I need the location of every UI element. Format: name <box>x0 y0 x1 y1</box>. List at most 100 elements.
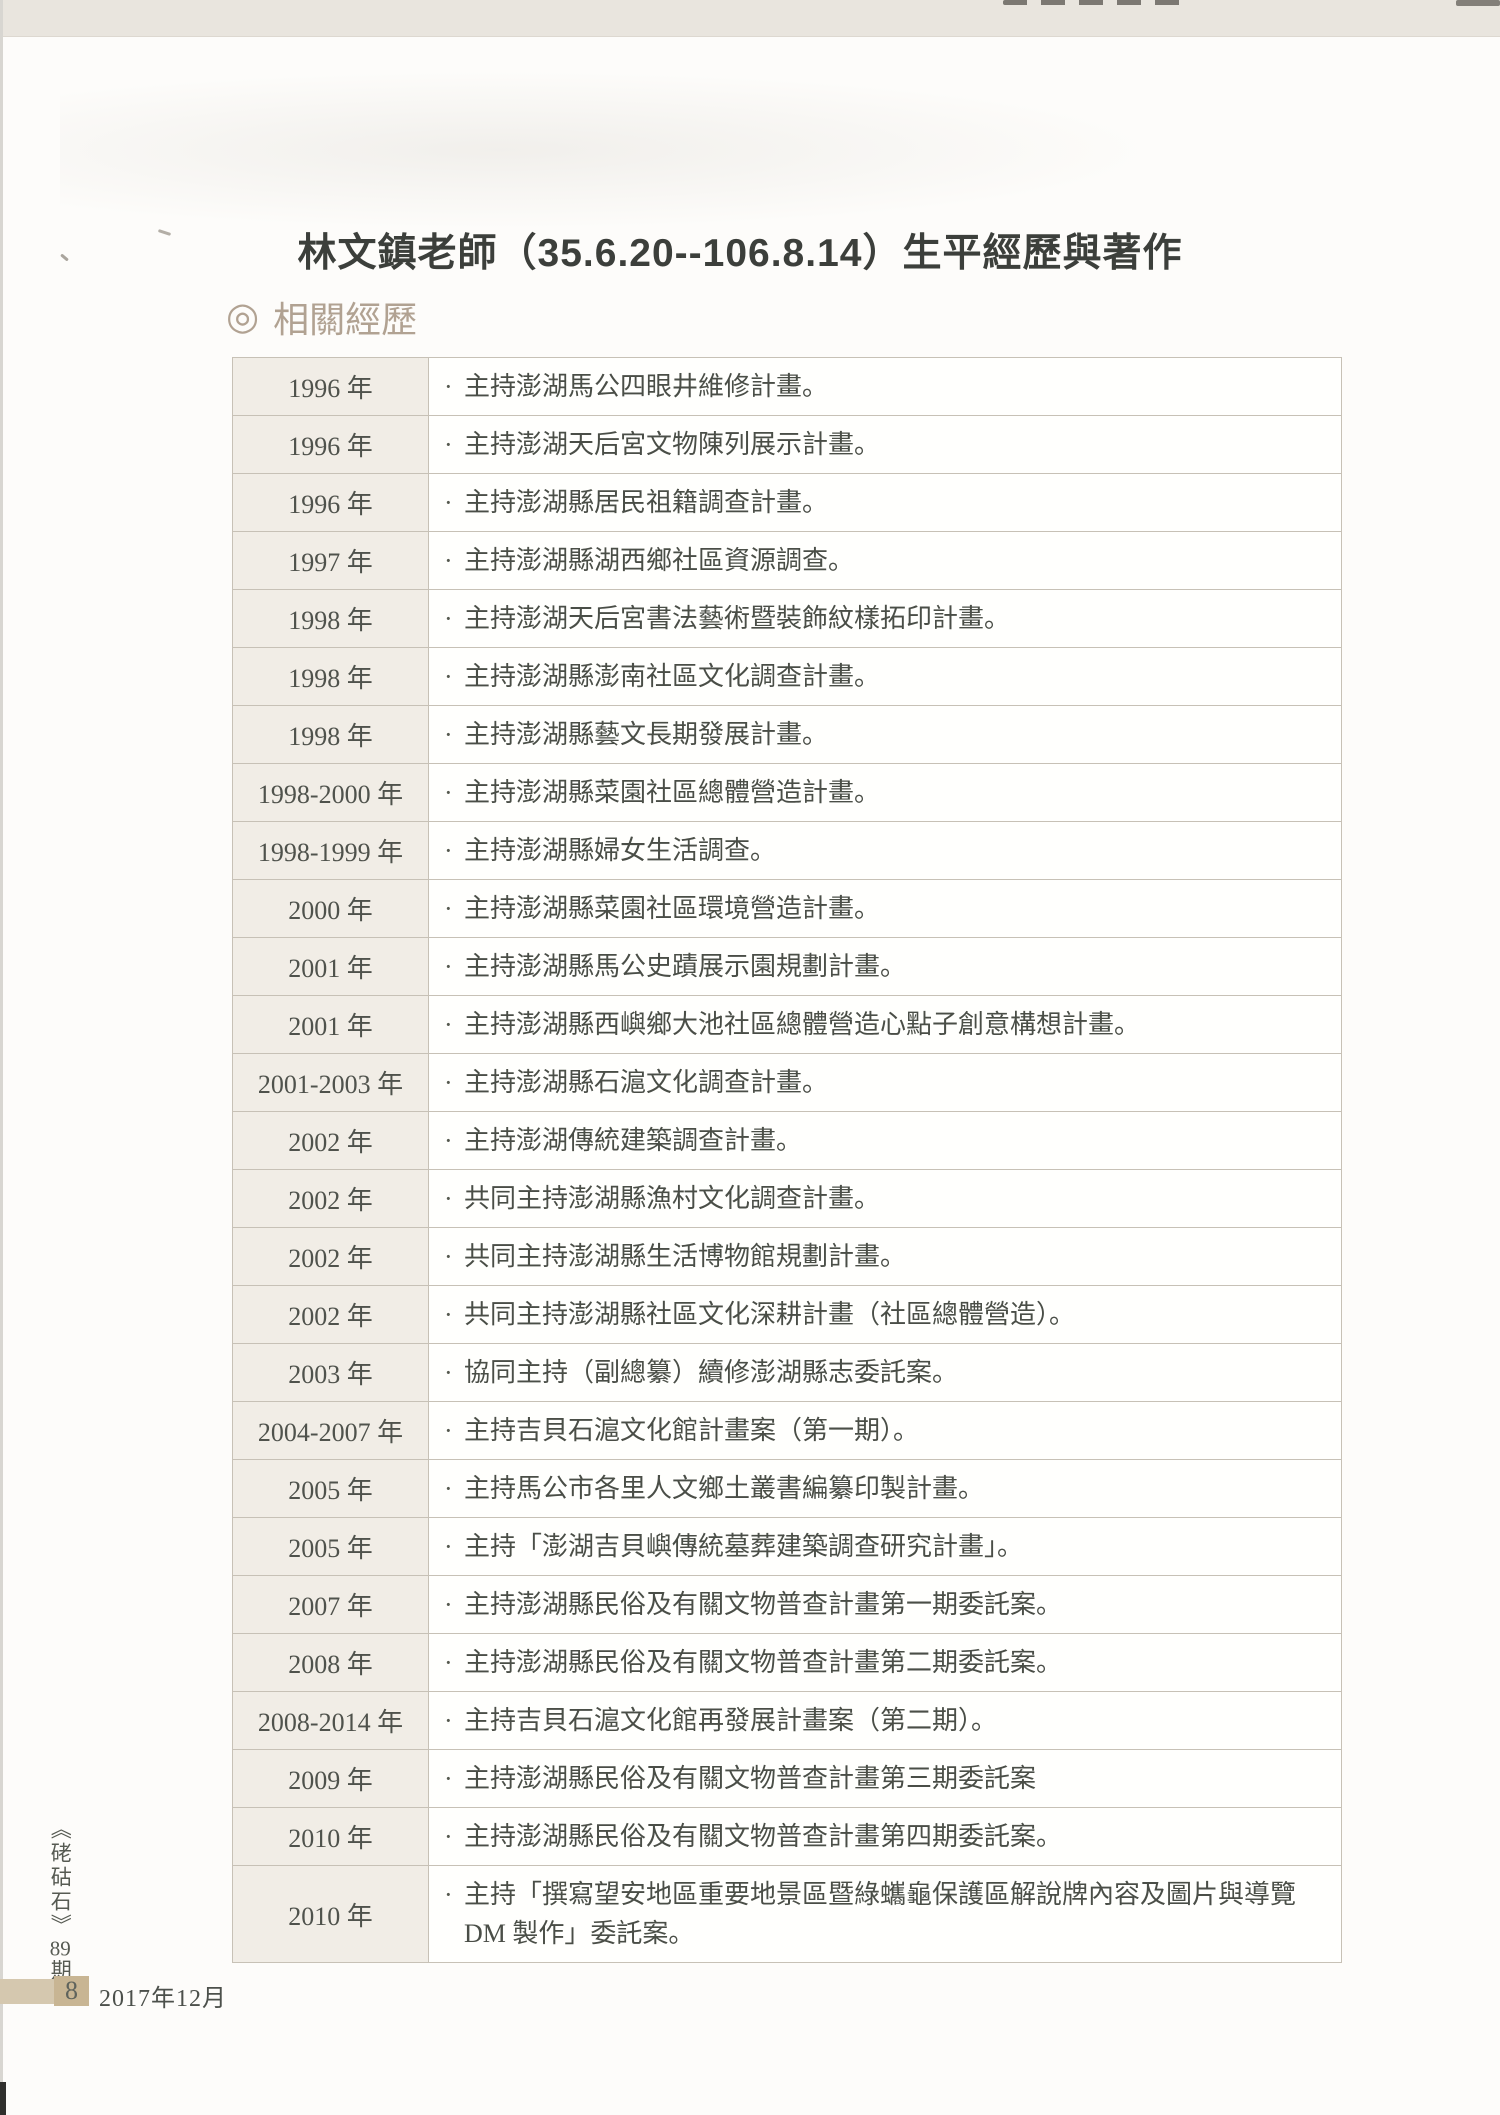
table-row: 2008 年 · 主持澎湖縣民俗及有關文物普查計畫第二期委託案。 <box>233 1634 1341 1692</box>
bullet-dot-icon: · <box>444 1300 453 1329</box>
bullet-dot-icon: · <box>444 662 453 691</box>
scan-artifact-corner <box>0 2082 6 2115</box>
year-cell: 2010 年 <box>233 1808 429 1865</box>
year-cell: 2002 年 <box>233 1170 429 1227</box>
description-text: 協同主持（副總纂）續修澎湖縣志委託案。 <box>464 1358 959 1387</box>
table-row: 1998-1999 年 · 主持澎湖縣婦女生活調查。 <box>233 822 1341 880</box>
table-row: 2001 年 · 主持澎湖縣馬公史蹟展示園規劃計畫。 <box>233 938 1341 996</box>
bullet-dot-icon: · <box>444 488 453 517</box>
bullet-dot-icon: · <box>444 894 453 923</box>
bullet-dot-icon: · <box>444 1706 453 1735</box>
description-cell: · 共同主持澎湖縣漁村文化調查計畫。 <box>429 1170 1341 1227</box>
description-text: 主持澎湖縣婦女生活調查。 <box>464 836 777 865</box>
year-cell: 2003 年 <box>233 1344 429 1401</box>
issue-date: 2017年12月 <box>99 1986 227 2012</box>
year-cell: 1998-1999 年 <box>233 822 429 879</box>
table-row: 1996 年 · 主持澎湖縣居民祖籍調查計畫。 <box>233 474 1341 532</box>
bullet-dot-icon: · <box>444 546 453 575</box>
table-row: 2003 年 · 協同主持（副總纂）續修澎湖縣志委託案。 <box>233 1344 1341 1402</box>
scan-artifact-dash <box>1456 0 1500 6</box>
scan-artifact-dash <box>1003 0 1193 5</box>
description-text: 主持吉貝石滬文化館計畫案（第一期）。 <box>464 1416 920 1445</box>
description-cell: · 主持澎湖縣婦女生活調查。 <box>429 822 1341 879</box>
description-cell: · 主持「撰寫望安地區重要地景區暨綠蠵龜保護區解說牌內容及圖片與導覽 DM 製作」… <box>429 1866 1341 1962</box>
bullet-dot-icon: · <box>444 604 453 633</box>
year-cell: 2009 年 <box>233 1750 429 1807</box>
issue-number: 89 <box>49 1938 71 1959</box>
description-text: 主持澎湖天后宮書法藝術暨裝飾紋樣拓印計畫。 <box>464 604 1011 633</box>
description-cell: · 主持澎湖天后宮書法藝術暨裝飾紋樣拓印計畫。 <box>429 590 1341 647</box>
description-cell: · 主持澎湖縣石滬文化調查計畫。 <box>429 1054 1341 1111</box>
description-text: 主持澎湖縣石滬文化調查計畫。 <box>464 1068 829 1097</box>
year-cell: 2002 年 <box>233 1112 429 1169</box>
table-row: 1998 年 · 主持澎湖縣藝文長期發展計畫。 <box>233 706 1341 764</box>
bullet-dot-icon: · <box>444 1532 453 1561</box>
description-cell: · 主持澎湖縣民俗及有關文物普查計畫第四期委託案。 <box>429 1808 1341 1865</box>
description-cell: · 主持吉貝石滬文化館計畫案（第一期）。 <box>429 1402 1341 1459</box>
year-cell: 1998 年 <box>233 590 429 647</box>
description-cell: · 主持澎湖縣居民祖籍調查計畫。 <box>429 474 1341 531</box>
description-cell: · 主持吉貝石滬文化館再發展計畫案（第二期）。 <box>429 1692 1341 1749</box>
description-text: 主持吉貝石滬文化館再發展計畫案（第二期）。 <box>464 1706 998 1735</box>
year-cell: 2007 年 <box>233 1576 429 1633</box>
year-cell: 2005 年 <box>233 1460 429 1517</box>
description-text: 主持馬公市各里人文鄉土叢書編纂印製計畫。 <box>464 1474 985 1503</box>
year-cell: 1996 年 <box>233 358 429 415</box>
description-text: 主持「澎湖吉貝嶼傳統墓葬建築調查研究計畫」。 <box>464 1532 1024 1561</box>
bullet-dot-icon: · <box>444 430 453 459</box>
year-cell: 1997 年 <box>233 532 429 589</box>
year-cell: 2004-2007 年 <box>233 1402 429 1459</box>
description-cell: · 主持澎湖縣民俗及有關文物普查計畫第三期委託案 <box>429 1750 1341 1807</box>
description-cell: · 主持澎湖天后宮文物陳列展示計畫。 <box>429 416 1341 473</box>
year-cell: 2002 年 <box>233 1286 429 1343</box>
magazine-title-vertical: 《硓𥑮石》89期 <box>47 1818 72 1988</box>
experience-table: 1996 年 · 主持澎湖馬公四眼井維修計畫。 1996 年 · 主持澎湖天后宮文物陳列展… <box>232 357 1342 1963</box>
description-cell: · 主持澎湖縣藝文長期發展計畫。 <box>429 706 1341 763</box>
description-cell: · 主持澎湖傳統建築調查計畫。 <box>429 1112 1341 1169</box>
description-text: 主持澎湖馬公四眼井維修計畫。 <box>464 372 829 401</box>
page-left-edge <box>0 0 3 2115</box>
description-cell: · 主持澎湖縣菜園社區總體營造計畫。 <box>429 764 1341 821</box>
bullet-dot-icon: · <box>444 952 453 981</box>
year-cell: 1998-2000 年 <box>233 764 429 821</box>
section-header: ◎ 相關經歷 <box>226 291 417 343</box>
table-row: 2005 年 · 主持「澎湖吉貝嶼傳統墓葬建築調查研究計畫」。 <box>233 1518 1341 1576</box>
scan-top-band <box>0 0 1500 37</box>
year-cell: 1998 年 <box>233 648 429 705</box>
description-text: 主持「撰寫望安地區重要地景區暨綠蠵龜保護區解說牌內容及圖片與導覽 DM 製作」委… <box>464 1880 1297 1948</box>
bullet-dot-icon: · <box>444 1068 453 1097</box>
year-cell: 2005 年 <box>233 1518 429 1575</box>
year-cell: 2010 年 <box>233 1866 429 1962</box>
page-title: 林文鎮老師（35.6.20--106.8.14）生平經歷與著作 <box>297 232 1183 275</box>
table-row: 2010 年 · 主持「撰寫望安地區重要地景區暨綠蠵龜保護區解說牌內容及圖片與導覽 … <box>233 1866 1341 1962</box>
bullet-dot-icon: · <box>444 1010 453 1039</box>
table-row: 2010 年 · 主持澎湖縣民俗及有關文物普查計畫第四期委託案。 <box>233 1808 1341 1866</box>
description-cell: · 主持澎湖縣馬公史蹟展示園規劃計畫。 <box>429 938 1341 995</box>
bullet-dot-icon: · <box>444 1880 453 1909</box>
description-text: 主持澎湖天后宮文物陳列展示計畫。 <box>464 430 881 459</box>
description-cell: · 主持澎湖縣民俗及有關文物普查計畫第二期委託案。 <box>429 1634 1341 1691</box>
table-row: 2000 年 · 主持澎湖縣菜園社區環境營造計畫。 <box>233 880 1341 938</box>
year-cell: 1996 年 <box>233 416 429 473</box>
description-cell: · 協同主持（副總纂）續修澎湖縣志委託案。 <box>429 1344 1341 1401</box>
year-cell: 1996 年 <box>233 474 429 531</box>
description-text: 主持澎湖縣澎南社區文化調查計畫。 <box>464 662 881 691</box>
section-title: 相關經歷 <box>273 300 418 340</box>
bullet-dot-icon: · <box>444 836 453 865</box>
description-text: 主持澎湖縣民俗及有關文物普查計畫第四期委託案。 <box>464 1822 1063 1851</box>
description-text: 主持澎湖縣民俗及有關文物普查計畫第一期委託案。 <box>464 1590 1063 1619</box>
description-text: 主持澎湖縣菜園社區環境營造計畫。 <box>464 894 881 923</box>
bullet-dot-icon: · <box>444 1358 453 1387</box>
bullet-dot-icon: · <box>444 778 453 807</box>
table-row: 2001 年 · 主持澎湖縣西嶼鄉大池社區總體營造心點子創意構想計畫。 <box>233 996 1341 1054</box>
table-row: 2009 年 · 主持澎湖縣民俗及有關文物普查計畫第三期委託案 <box>233 1750 1341 1808</box>
year-cell: 2000 年 <box>233 880 429 937</box>
year-cell: 2001-2003 年 <box>233 1054 429 1111</box>
page-number-badge: 8 <box>54 1976 89 2006</box>
description-cell: · 主持馬公市各里人文鄉土叢書編纂印製計畫。 <box>429 1460 1341 1517</box>
table-row: 2004-2007 年 · 主持吉貝石滬文化館計畫案（第一期）。 <box>233 1402 1341 1460</box>
description-cell: · 主持澎湖馬公四眼井維修計畫。 <box>429 358 1341 415</box>
magazine-name: 《硓𥑮石》 <box>48 1818 73 1938</box>
bullet-dot-icon: · <box>444 1242 453 1271</box>
